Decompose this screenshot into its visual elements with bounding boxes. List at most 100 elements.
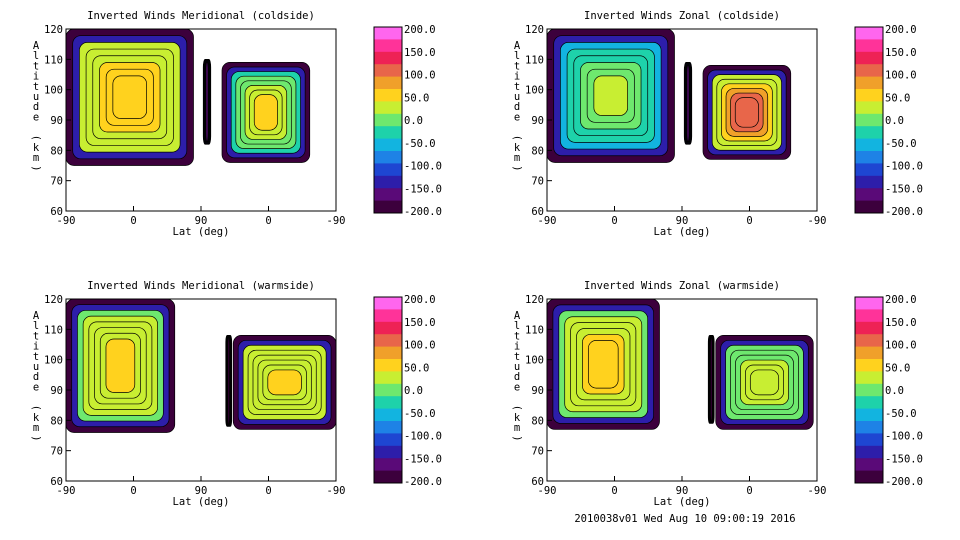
y-tick-label: 120: [525, 294, 544, 306]
colorbar-tick-label: 50.0: [404, 92, 429, 104]
y-axis-label-char: l: [514, 320, 520, 332]
contour-level: [253, 94, 278, 131]
chart-panel-1: Inverted Winds Meridional (coldside) -90 0…: [30, 10, 442, 238]
colorbar-tick-label: -100.0: [885, 161, 923, 173]
colorbar-swatch: [374, 51, 402, 65]
x-tick-label: 90: [676, 215, 689, 227]
colorbar-swatch: [374, 371, 402, 385]
y-axis-label-char: i: [33, 71, 39, 83]
data-region: [683, 62, 693, 145]
colorbar-swatch: [855, 433, 883, 447]
colorbar-tick-label: -50.0: [885, 408, 917, 420]
x-tick-label: -90: [57, 485, 76, 497]
colorbar-tick-label: 150.0: [885, 47, 917, 59]
y-axis-label-char: k: [33, 412, 40, 424]
data-region: [221, 62, 311, 163]
x-tick-label: -90: [538, 215, 557, 227]
colorbar-tick-label: -150.0: [404, 453, 442, 465]
y-axis-label-char: u: [514, 361, 520, 373]
colorbar-swatch: [374, 76, 402, 90]
y-axis-label-char: m: [514, 422, 520, 434]
colorbar-tick-label: 0.0: [885, 385, 904, 397]
y-axis-label-char: (: [511, 135, 523, 141]
colorbar-swatch: [374, 89, 402, 102]
y-tick-label: 120: [44, 294, 63, 306]
y-axis-label-char: e: [33, 111, 39, 123]
colorbar-tick-label: -50.0: [404, 138, 436, 150]
colorbar-swatch: [374, 200, 402, 214]
colorbar-swatch: [855, 408, 883, 422]
colorbar-swatch: [374, 433, 402, 447]
colorbar-tick-label: 150.0: [404, 317, 436, 329]
x-axis-label: Lat (deg): [654, 226, 711, 238]
colorbar-swatch: [855, 138, 883, 152]
x-tick-label: -90: [57, 215, 76, 227]
colorbar-swatch: [374, 163, 402, 177]
colorbar-tick-label: 50.0: [404, 362, 429, 374]
contour-level: [587, 339, 619, 389]
y-axis-label-char: u: [33, 361, 39, 373]
colorbar-swatch: [855, 421, 883, 434]
x-tick-label: -90: [808, 485, 827, 497]
colorbar-swatch: [855, 89, 883, 102]
colorbar-swatch: [855, 27, 883, 40]
y-axis-label-char: i: [514, 341, 520, 353]
colorbar-frame: [854, 26, 884, 214]
y-axis-label-char: ): [30, 165, 42, 171]
chart-title: Inverted Winds Zonal (coldside): [584, 10, 780, 22]
colorbar-tick-label: -150.0: [885, 183, 923, 195]
colorbar-swatch: [855, 470, 883, 484]
colorbar-swatch: [855, 51, 883, 65]
y-axis-label-char: t: [514, 330, 520, 342]
colorbar-swatch: [855, 383, 883, 397]
colorbar-swatch: [374, 151, 402, 164]
y-axis-label-char: t: [33, 330, 39, 342]
x-tick-label: -90: [327, 485, 346, 497]
x-tick-label: 0: [265, 485, 271, 497]
x-axis-label: Lat (deg): [173, 496, 230, 508]
chart-title: Inverted Winds Meridional (warmside): [87, 280, 315, 292]
y-axis-label-char: e: [33, 381, 39, 393]
y-axis-label-char: d: [514, 101, 520, 113]
x-tick-label: 0: [611, 485, 617, 497]
y-axis-label-char: (: [511, 405, 523, 411]
colorbar-tick-label: -200.0: [404, 206, 442, 218]
data-region: [715, 335, 814, 430]
y-tick-label: 90: [531, 385, 544, 397]
colorbar-swatch: [855, 113, 883, 127]
y-tick-label: 110: [44, 324, 63, 336]
y-axis-label-char: k: [514, 142, 521, 154]
colorbar-swatch: [855, 371, 883, 385]
colorbar-tick-label: -100.0: [404, 161, 442, 173]
colorbar-tick-label: 100.0: [885, 70, 917, 82]
colorbar-swatch: [374, 445, 402, 459]
x-axis-label: Lat (deg): [654, 496, 711, 508]
y-axis-label-char: d: [33, 371, 39, 383]
contour-level: [105, 338, 136, 393]
data-region: [546, 298, 660, 430]
x-tick-label: 0: [746, 485, 752, 497]
x-tick-label: 90: [195, 215, 208, 227]
y-tick-label: 120: [44, 24, 63, 36]
colorbar-tick-label: 200.0: [404, 24, 436, 36]
colorbar-tick-label: 0.0: [885, 115, 904, 127]
y-tick-label: 90: [50, 115, 63, 127]
y-axis-label-char: u: [33, 91, 39, 103]
data-region: [65, 298, 176, 433]
colorbar-swatch: [374, 297, 402, 310]
footer-timestamp: 2010038v01 Wed Aug 10 09:00:19 2016: [574, 513, 796, 525]
y-axis-label-char: (: [30, 405, 42, 411]
colorbar-swatch: [855, 458, 883, 472]
colorbar: 200.0 150.0 100.0 50.0 0.0 -50.0 -100.0 -150.0 -…: [373, 24, 442, 218]
y-tick-label: 110: [525, 324, 544, 336]
colorbar-swatch: [374, 346, 402, 360]
colorbar-swatch: [374, 64, 402, 78]
y-tick-label: 80: [50, 145, 63, 157]
y-tick-label: 80: [50, 415, 63, 427]
contour-level: [710, 337, 713, 422]
colorbar-tick-label: 150.0: [885, 317, 917, 329]
y-axis-label-char: k: [33, 142, 40, 154]
contour-level: [593, 75, 628, 116]
